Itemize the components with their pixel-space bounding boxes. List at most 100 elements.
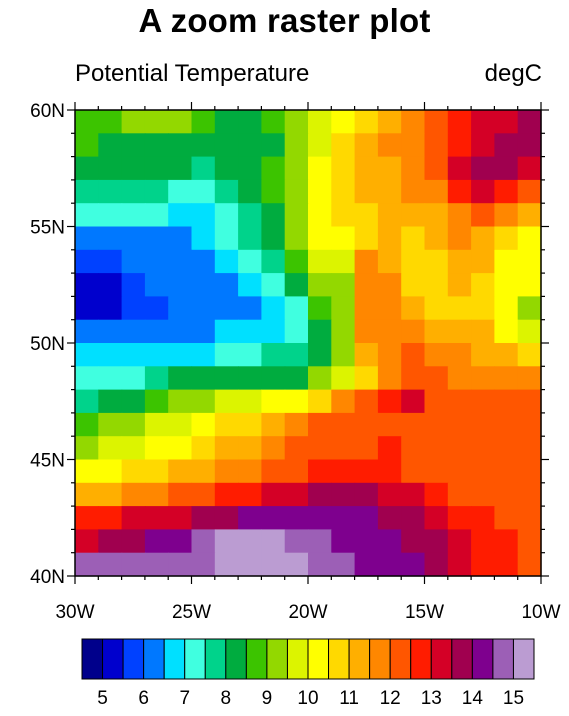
raster-cell — [424, 226, 449, 251]
raster-cell — [424, 273, 449, 297]
raster-cell — [517, 366, 542, 391]
colorbar-swatch — [410, 638, 432, 680]
raster-cell — [191, 412, 216, 437]
raster-cell — [144, 156, 169, 181]
raster-cell — [331, 529, 356, 554]
raster-cell — [308, 273, 332, 297]
raster-cell — [191, 110, 216, 134]
raster-cell — [75, 319, 99, 344]
raster-cell — [401, 179, 426, 204]
raster-cell — [191, 133, 216, 158]
raster-cell — [191, 179, 216, 204]
raster-cell — [447, 529, 472, 554]
raster-cell — [261, 273, 286, 297]
raster-cell — [401, 552, 426, 577]
raster-cell — [354, 273, 379, 297]
raster-cell — [144, 552, 169, 577]
raster-cell — [331, 203, 356, 228]
x-tick-label: 30W — [55, 602, 94, 623]
y-tick-label: 60N — [30, 101, 65, 122]
colorbar-label: 5 — [97, 688, 108, 709]
raster-cell — [331, 366, 356, 391]
raster-cell — [98, 179, 123, 204]
raster-cell — [284, 366, 309, 391]
colorbar: 5 6 7 8 9 10 11 12 13 14 15 — [81, 638, 535, 709]
raster-cell — [168, 529, 193, 554]
raster-cell — [284, 156, 309, 181]
raster-cell — [261, 529, 286, 554]
raster-cell — [424, 343, 449, 367]
raster-cell — [494, 179, 519, 204]
raster-cell — [121, 273, 146, 297]
raster-cell — [447, 506, 472, 530]
raster-cell — [191, 156, 216, 181]
raster-cell — [284, 203, 309, 228]
raster-cell — [447, 110, 472, 134]
raster-cell — [517, 203, 542, 228]
raster-cell — [238, 110, 262, 134]
raster-cell — [191, 343, 216, 367]
raster-cell — [284, 436, 309, 461]
raster-cell — [144, 296, 169, 321]
raster-cell — [331, 273, 356, 297]
raster-cell — [354, 436, 379, 461]
raster-cell — [331, 459, 356, 484]
colorbar-swatch — [328, 638, 350, 680]
raster-cell — [238, 203, 262, 228]
raster-cell — [98, 482, 123, 507]
colorbar-swatch — [348, 638, 371, 680]
raster-cell — [354, 506, 379, 530]
raster-cell — [377, 273, 402, 297]
raster-cell — [401, 366, 426, 391]
raster-cell — [517, 552, 542, 577]
raster-cell — [121, 156, 146, 181]
raster-cell — [377, 482, 402, 507]
colorbar-label: 14 — [462, 688, 484, 709]
raster-cell — [494, 133, 519, 158]
raster-cell — [214, 226, 239, 251]
colorbar-swatch — [430, 638, 453, 680]
raster-cell — [284, 319, 309, 344]
raster-cell — [284, 459, 309, 484]
raster-cell — [168, 412, 193, 437]
raster-cell — [447, 436, 472, 461]
colorbar-swatch — [184, 638, 206, 680]
raster-cell — [517, 506, 542, 530]
colorbar-label: 7 — [179, 688, 190, 709]
raster-cell — [517, 389, 542, 414]
x-tick-label: 20W — [288, 602, 327, 623]
raster-cell — [144, 412, 169, 437]
raster-cells — [75, 110, 542, 577]
raster-cell — [308, 319, 332, 344]
raster-cell — [284, 412, 309, 437]
raster-cell — [75, 389, 99, 414]
raster-cell — [494, 273, 519, 297]
raster-cell — [75, 412, 99, 437]
raster-cell — [401, 412, 426, 437]
raster-cell — [284, 179, 309, 204]
raster-cell — [447, 552, 472, 577]
raster-cell — [214, 506, 239, 530]
colorbar-swatch — [163, 638, 186, 680]
raster-cell — [75, 203, 99, 228]
raster-cell — [447, 249, 472, 274]
raster-cell — [354, 552, 379, 577]
raster-cell — [168, 273, 193, 297]
raster-cell — [98, 249, 123, 274]
raster-cell — [517, 343, 542, 367]
colorbar-swatch — [369, 638, 391, 680]
raster-cell — [238, 319, 262, 344]
raster-cell — [98, 506, 123, 530]
raster-cell — [494, 482, 519, 507]
x-tick-label: 15W — [405, 602, 444, 623]
raster-cell — [214, 110, 239, 134]
raster-cell — [168, 459, 193, 484]
colorbar-label: 8 — [221, 688, 232, 709]
raster-cell — [98, 459, 123, 484]
raster-cell — [261, 552, 286, 577]
raster-cell — [261, 436, 286, 461]
raster-cell — [121, 133, 146, 158]
raster-cell — [401, 249, 426, 274]
raster-cell — [98, 412, 123, 437]
raster-cell — [354, 203, 379, 228]
